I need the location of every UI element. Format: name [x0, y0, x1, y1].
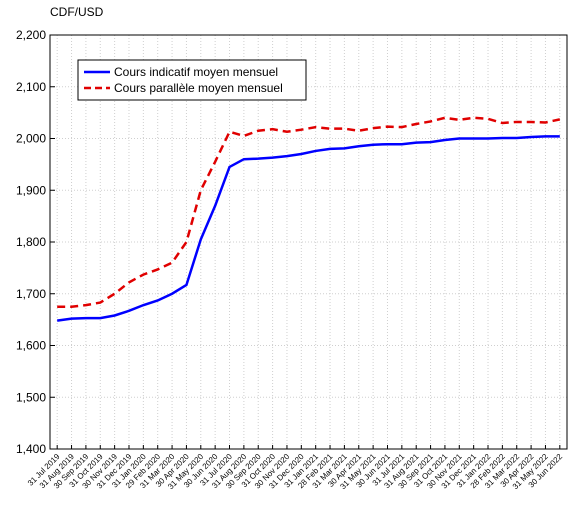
legend-label: Cours parallèle moyen mensuel	[114, 81, 283, 95]
plot-frame	[49, 34, 568, 450]
line-series	[57, 116, 561, 308]
y-tick-label: 1,900	[16, 183, 46, 197]
y-tick-label: 2,200	[16, 28, 46, 42]
y-tick-label: 2,100	[16, 80, 46, 94]
y-tick-label: 1,400	[16, 442, 46, 456]
y-tick-label: 2,000	[16, 132, 46, 146]
y-tick-label: 1,600	[16, 339, 46, 353]
legend-label: Cours indicatif moyen mensuel	[114, 65, 278, 79]
y-axis-label: CDF/USD	[50, 5, 104, 19]
y-tick-label: 1,800	[16, 235, 46, 249]
y-tick-label: 1,500	[16, 390, 46, 404]
line-series	[57, 135, 560, 322]
y-tick-label: 1,700	[16, 287, 46, 301]
legend-box	[77, 59, 307, 101]
